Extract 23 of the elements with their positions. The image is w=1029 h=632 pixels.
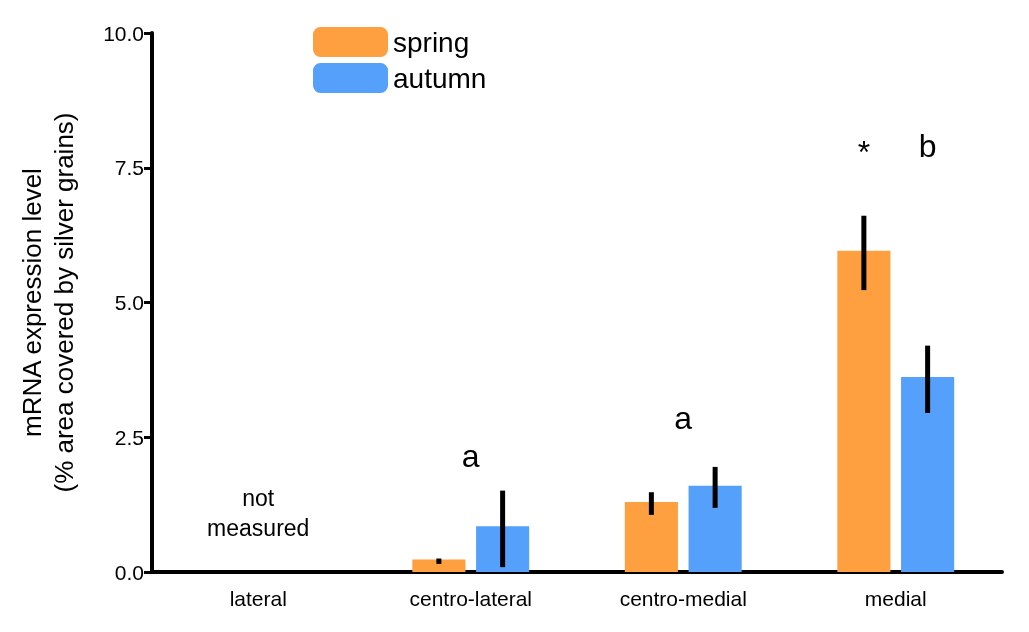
bar: [901, 376, 955, 572]
bar: [476, 526, 530, 572]
annotation: b: [918, 128, 937, 165]
legend-label: autumn: [393, 62, 487, 94]
x-tick-label: medial: [864, 587, 927, 610]
y-tick-label: 10.0: [103, 21, 144, 45]
annotation: a: [461, 438, 480, 475]
annotation: *: [857, 133, 871, 170]
y-tick-label: 5.0: [114, 291, 144, 314]
x-tick-label: centro-medial: [619, 587, 747, 610]
y-tick-label: 2.5: [114, 425, 144, 449]
bar: [837, 250, 891, 572]
x-tick-label: centro-lateral: [409, 587, 533, 610]
annotation: not measured: [207, 484, 310, 541]
bar: [624, 501, 678, 572]
y-tick-label: 7.5: [114, 156, 144, 180]
bar: [412, 559, 466, 572]
y-tick-label: 0.0: [114, 560, 144, 584]
y-axis-title: mRNA expression level (% area covered by silver grains): [17, 112, 79, 493]
annotation: a: [674, 400, 693, 437]
x-tick-label: lateral: [229, 587, 287, 610]
legend-label: spring: [393, 26, 470, 58]
bar: [688, 485, 742, 572]
